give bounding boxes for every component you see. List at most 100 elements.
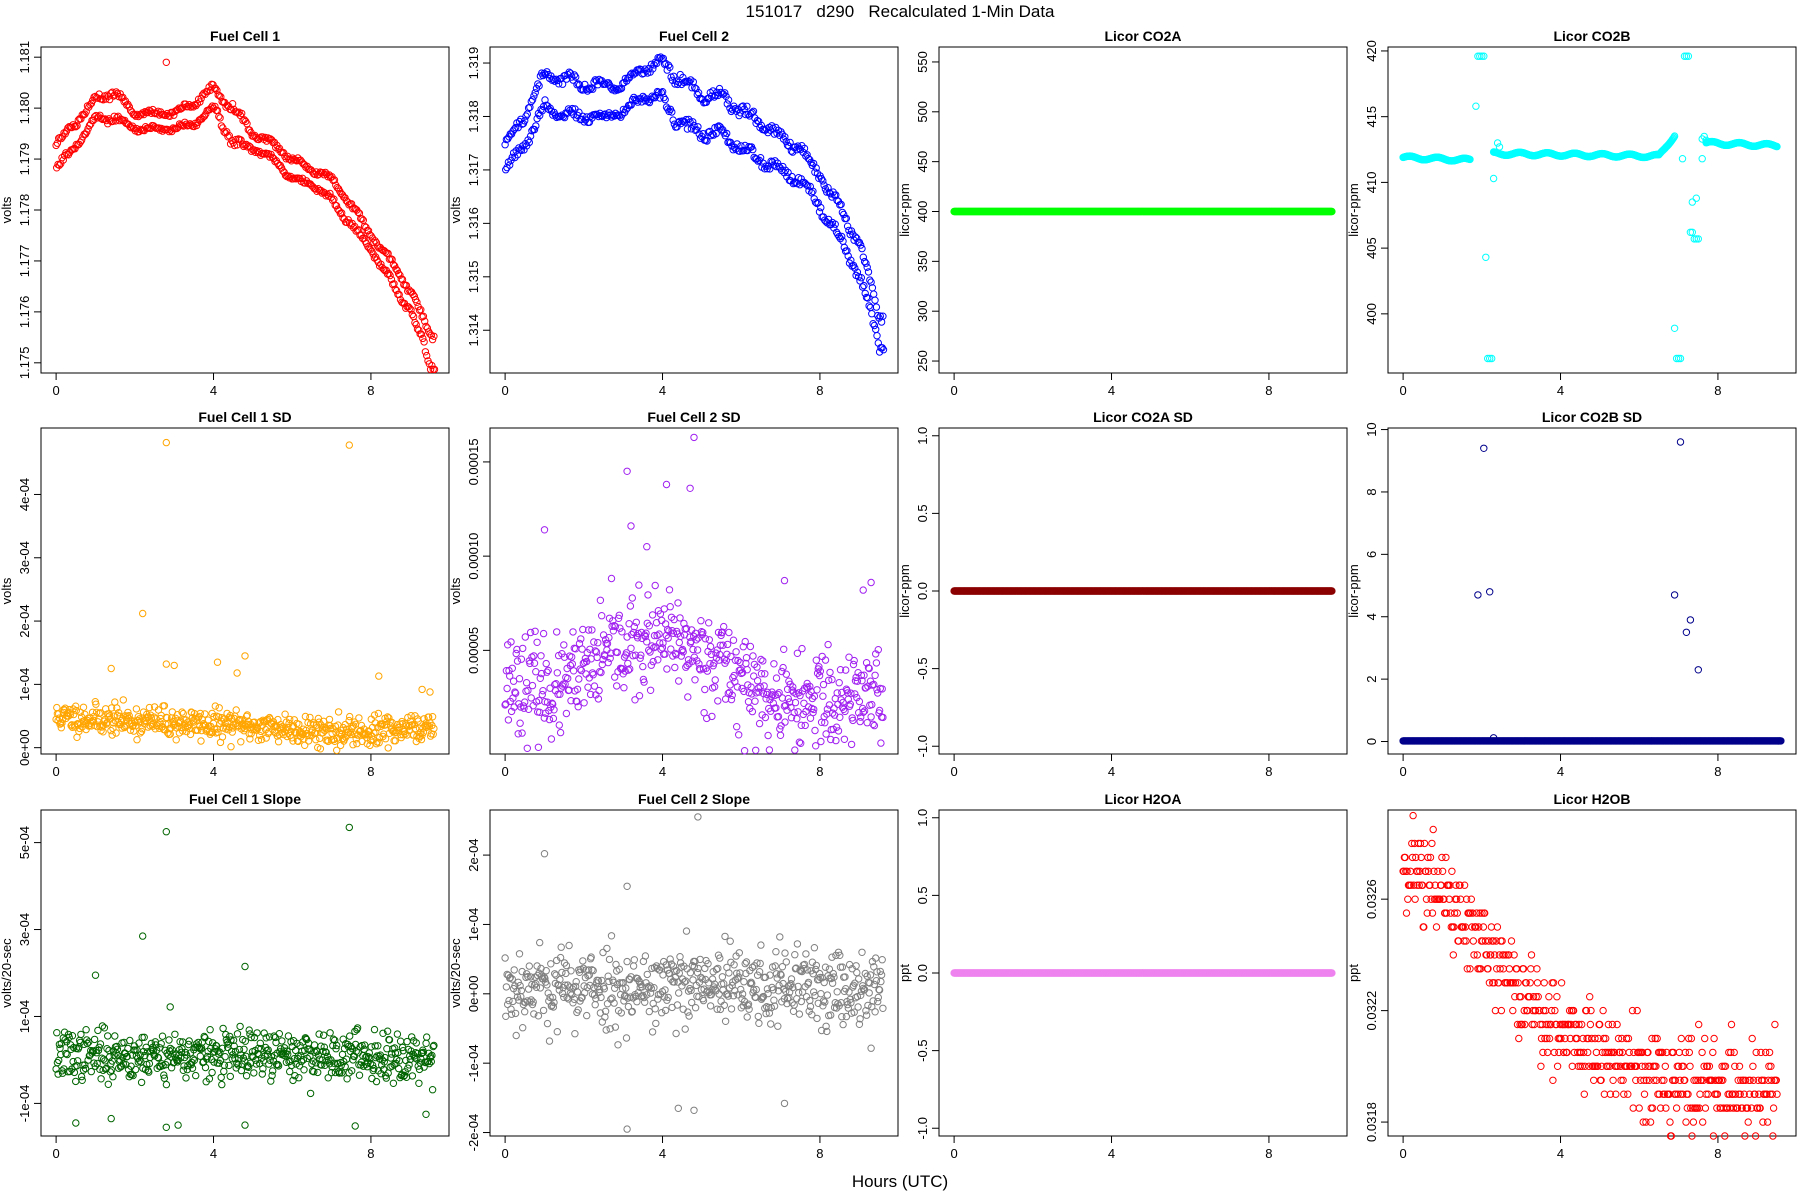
data-point	[521, 633, 529, 641]
data-point	[172, 736, 180, 744]
data-point	[162, 58, 171, 66]
data-point	[55, 161, 64, 169]
data-point	[764, 731, 772, 740]
data-point	[666, 603, 674, 611]
data-point	[261, 133, 269, 142]
y-tick-label: 1e-04	[17, 668, 32, 701]
data-point	[553, 628, 561, 636]
data-point	[817, 203, 825, 212]
x-tick-label: 8	[1265, 764, 1272, 779]
data-point	[312, 736, 320, 744]
y-tick-label: 10	[1364, 422, 1379, 436]
data-point	[223, 101, 232, 110]
data-points	[950, 207, 1336, 216]
data-points	[501, 433, 887, 755]
y-axis-label: volts	[448, 196, 463, 223]
data-point	[560, 641, 568, 649]
y-tick-label: 2	[1364, 676, 1379, 683]
data-point	[201, 710, 209, 718]
data-point	[1486, 588, 1494, 596]
data-point	[801, 721, 809, 730]
data-point	[690, 433, 698, 442]
data-point	[413, 298, 421, 306]
data-point	[746, 642, 755, 651]
data-point	[162, 438, 171, 447]
data-point	[723, 640, 732, 649]
data-point	[725, 628, 733, 637]
panel-title: Fuel Cell 1 Slope	[189, 791, 301, 807]
y-tick-label: 1.178	[17, 194, 32, 227]
data-point	[686, 484, 694, 492]
data-point	[1670, 591, 1679, 599]
data-point	[781, 718, 789, 726]
y-tick-label: -1.0	[915, 735, 930, 757]
x-tick-label: 0	[950, 764, 957, 779]
data-point	[408, 310, 416, 319]
data-point	[197, 737, 205, 745]
data-point	[523, 744, 531, 752]
data-point	[338, 209, 346, 217]
data-point	[675, 638, 683, 647]
data-points	[950, 587, 1336, 595]
y-tick-label: 1.318	[466, 100, 481, 133]
x-tick-label: 0	[501, 383, 508, 398]
data-point	[185, 121, 193, 130]
data-point	[1678, 155, 1687, 163]
data-point	[1480, 444, 1488, 452]
y-tick-label: 300	[915, 300, 930, 322]
data-point	[53, 1029, 61, 1037]
y-tick-label: 1.314	[466, 314, 481, 347]
data-point	[873, 332, 881, 340]
data-point	[812, 656, 820, 664]
x-tick-label: 0	[1399, 764, 1406, 779]
data-point	[237, 738, 245, 746]
data-point	[705, 636, 713, 644]
data-point	[553, 669, 561, 677]
data-point	[870, 290, 878, 298]
data-point	[521, 117, 529, 125]
data-point	[530, 125, 539, 134]
data-point	[530, 652, 538, 660]
data-points	[1399, 438, 1785, 745]
x-tick-label: 0	[52, 764, 59, 779]
data-point	[863, 263, 871, 271]
data-point	[635, 692, 644, 700]
data-point	[575, 108, 583, 116]
data-point	[864, 268, 873, 276]
data-point	[518, 729, 526, 737]
y-tick-label: 500	[915, 101, 930, 123]
data-point	[1493, 139, 1502, 147]
data-point	[53, 703, 61, 712]
panel-title: Fuel Cell 1 SD	[198, 409, 291, 425]
panel-5: Fuel Cell 2 SD0 4 80.000050.000100.00015vo…	[448, 409, 899, 779]
data-point	[330, 176, 339, 184]
data-point	[595, 686, 603, 695]
y-tick-label: 350	[915, 250, 930, 272]
data-point	[765, 746, 774, 754]
x-tick-label: 8	[816, 764, 823, 779]
data-point	[627, 522, 635, 530]
data-point	[526, 132, 535, 140]
data-point	[776, 731, 785, 739]
data-point	[336, 741, 345, 750]
data-point	[1495, 143, 1504, 151]
data-point	[108, 731, 116, 739]
data-point	[75, 140, 83, 149]
data-point	[531, 89, 539, 97]
data-point	[587, 84, 596, 92]
data-point	[281, 710, 289, 718]
y-axis-label: volts	[448, 577, 463, 604]
data-point	[760, 682, 768, 690]
data-point	[581, 80, 589, 89]
x-tick-label: 0	[501, 764, 508, 779]
data-point	[539, 687, 547, 695]
data-point	[421, 348, 430, 356]
data-point	[646, 686, 655, 694]
data-point	[209, 81, 217, 89]
data-point	[530, 92, 538, 100]
data-point	[72, 123, 80, 131]
y-tick-label: 550	[915, 51, 930, 73]
data-point	[753, 677, 762, 685]
data-point	[537, 652, 545, 660]
